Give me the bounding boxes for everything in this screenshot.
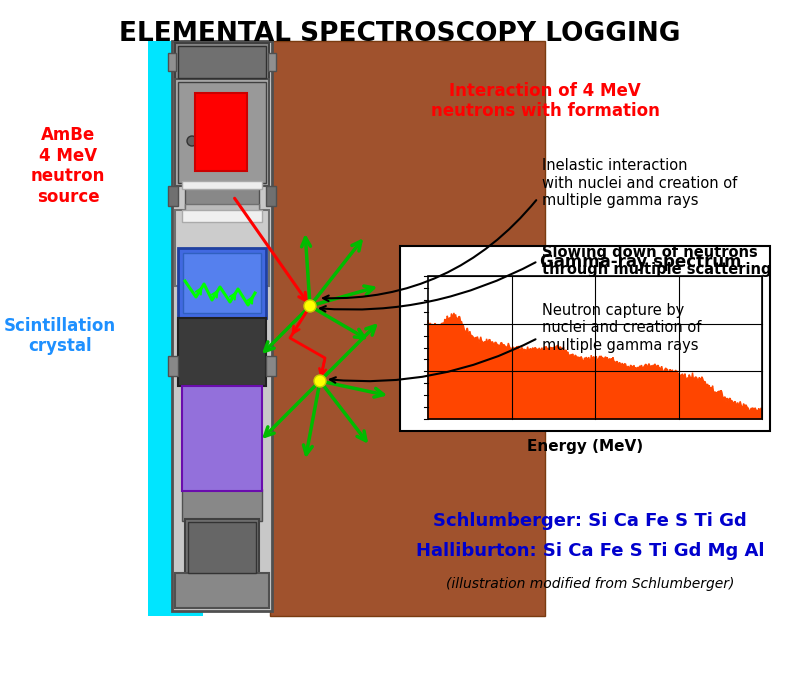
Circle shape: [304, 300, 316, 312]
Bar: [182, 210, 262, 222]
Bar: [182, 489, 262, 521]
Bar: [183, 253, 261, 313]
Bar: [175, 573, 269, 608]
Bar: [172, 41, 272, 611]
Bar: [185, 184, 259, 208]
Text: AmBe
4 MeV
neutron
source: AmBe 4 MeV neutron source: [31, 126, 105, 206]
Bar: [182, 386, 262, 491]
Text: Schlumberger: Si Ca Fe S Ti Gd: Schlumberger: Si Ca Fe S Ti Gd: [433, 512, 747, 530]
Text: Inelastic interaction
with nuclei and creation of
multiple gamma rays: Inelastic interaction with nuclei and cr…: [542, 158, 738, 208]
Circle shape: [187, 136, 197, 146]
Bar: [168, 53, 176, 71]
Text: Energy (MeV): Energy (MeV): [527, 439, 643, 454]
Bar: [188, 522, 256, 573]
Bar: [175, 43, 269, 81]
Bar: [195, 93, 247, 171]
Bar: [268, 53, 276, 71]
Text: Interaction of 4 MeV
neutrons with formation: Interaction of 4 MeV neutrons with forma…: [430, 82, 659, 120]
Bar: [182, 181, 262, 189]
Bar: [175, 210, 269, 286]
Bar: [185, 204, 259, 212]
Text: Halliburton: Si Ca Fe S Ti Gd Mg Al: Halliburton: Si Ca Fe S Ti Gd Mg Al: [416, 542, 764, 560]
Bar: [178, 248, 266, 318]
Bar: [178, 318, 266, 386]
Bar: [266, 356, 276, 376]
Bar: [178, 82, 266, 183]
Bar: [185, 519, 259, 576]
Text: Slowing down of neutrons
through multiple scattering: Slowing down of neutrons through multipl…: [542, 245, 771, 277]
Circle shape: [314, 375, 326, 387]
Bar: [428, 276, 762, 419]
Text: Scintillation
crystal: Scintillation crystal: [4, 316, 116, 356]
Bar: [178, 46, 266, 78]
Text: Neutron capture by
nuclei and creation of
multiple gamma rays: Neutron capture by nuclei and creation o…: [542, 303, 702, 353]
Bar: [266, 186, 276, 206]
Bar: [270, 41, 545, 616]
Bar: [168, 356, 178, 376]
Bar: [148, 41, 203, 616]
Polygon shape: [428, 313, 762, 419]
Bar: [175, 79, 269, 186]
Text: (illustration modified from Schlumberger): (illustration modified from Schlumberger…: [446, 577, 734, 591]
Text: Gamma-ray spectrum: Gamma-ray spectrum: [540, 253, 742, 271]
Text: ELEMENTAL SPECTROSCOPY LOGGING: ELEMENTAL SPECTROSCOPY LOGGING: [119, 21, 681, 47]
Bar: [168, 186, 178, 206]
Bar: [400, 246, 770, 431]
